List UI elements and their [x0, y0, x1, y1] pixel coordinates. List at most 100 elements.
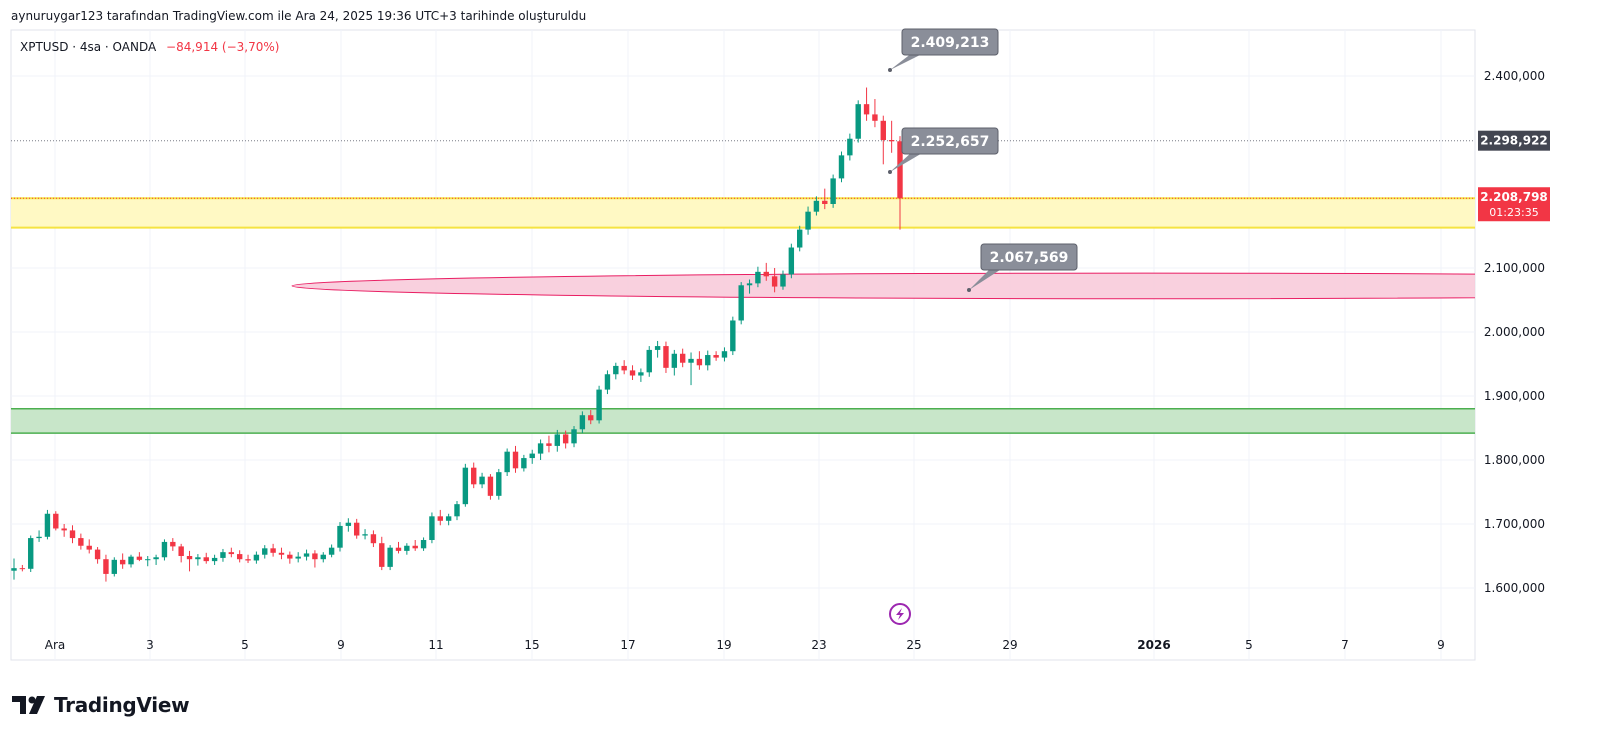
candle-body: [888, 140, 895, 142]
candle-body: [220, 552, 226, 558]
x-tick-label: 5: [241, 638, 249, 652]
candle-body: [746, 283, 753, 286]
candle-body: [36, 536, 42, 539]
x-tick-label: 19: [716, 638, 731, 652]
candle-body: [537, 443, 544, 454]
candle-body: [763, 271, 769, 277]
candle-body: [345, 522, 352, 526]
price-axis[interactable]: 2.400,000 2.100,000 2.000,000 1.900,000 1.80…: [1484, 69, 1545, 595]
candle-body: [897, 141, 903, 199]
callout-label: 2.067,569: [990, 250, 1069, 266]
legend-symbol: XPTUSD · 4sa · OANDA: [20, 40, 157, 54]
candle-body: [278, 552, 285, 555]
candle-body: [253, 554, 260, 561]
candle-body: [671, 353, 678, 368]
candle-body: [178, 546, 184, 556]
green-zone: [11, 408, 1475, 434]
x-tick-label: 7: [1341, 638, 1349, 652]
candle-body: [153, 557, 159, 560]
candle-body: [546, 443, 552, 446]
candle-body: [445, 516, 452, 521]
candle-body: [471, 467, 477, 485]
callout-label: 2.252,657: [911, 134, 990, 150]
candle-body: [103, 559, 109, 574]
candle-body: [596, 389, 602, 421]
candle-body: [805, 211, 811, 230]
candle-body: [136, 556, 143, 560]
candle-body: [721, 351, 728, 358]
price-callouts[interactable]: 2.409,213 2.252,657 2.067,569: [888, 28, 1078, 292]
candle-body: [788, 247, 795, 275]
candle-body: [663, 346, 669, 368]
candle-body: [28, 538, 34, 569]
candle-body: [19, 568, 26, 570]
yellow-zone: [11, 198, 1475, 228]
candle-body: [529, 453, 535, 459]
candle-body: [813, 200, 820, 212]
callout-anchor: [888, 68, 892, 72]
legend-change: −84,914 (−3,70%): [166, 40, 279, 54]
candle-body: [771, 276, 778, 287]
candle-body: [203, 557, 209, 562]
candle-body: [571, 429, 577, 444]
candle-body: [796, 229, 803, 248]
x-tick-label: 11: [428, 638, 443, 652]
x-tick-label: 5: [1245, 638, 1253, 652]
candle-body: [379, 543, 385, 567]
candle-body: [621, 365, 627, 371]
candle-body: [303, 553, 310, 557]
candle-body: [328, 547, 335, 555]
candle-body: [847, 138, 853, 156]
candle-body: [512, 451, 519, 469]
candle-body: [337, 525, 343, 548]
price-callout[interactable]: 2.067,569: [967, 243, 1078, 292]
drawing-zones: [11, 197, 1475, 434]
y-tick-label: 2.100,000: [1484, 261, 1545, 275]
price-callout[interactable]: 2.252,657: [888, 127, 999, 174]
candle-body: [629, 370, 636, 376]
candle-body: [755, 271, 761, 284]
candle-body: [705, 355, 711, 366]
x-tick-label: 25: [906, 638, 921, 652]
candle-body: [420, 540, 427, 549]
candle-body: [262, 548, 268, 555]
countdown-label: 01:23:35: [1489, 206, 1538, 219]
candle-body: [11, 568, 17, 571]
candle-body: [312, 553, 318, 560]
candle-body: [245, 559, 251, 561]
candle-body: [295, 556, 301, 559]
candle-body: [863, 104, 870, 115]
current-price-label: 2.208,798: [1480, 190, 1548, 204]
callout-box: [901, 127, 999, 155]
candle-body: [738, 285, 744, 321]
callout-pointer: [890, 53, 924, 70]
candle-body: [872, 114, 878, 121]
candle-body: [353, 522, 360, 536]
y-tick-label: 2.400,000: [1484, 69, 1545, 83]
x-tick-label: 2026: [1137, 638, 1170, 652]
lightning-icon[interactable]: [889, 603, 911, 625]
candle-body: [370, 534, 377, 544]
candle-body: [855, 104, 861, 139]
y-tick-label: 1.800,000: [1484, 453, 1545, 467]
candle-body: [69, 530, 76, 539]
candle-body: [395, 547, 402, 551]
tradingview-logo[interactable]: TradingView: [12, 693, 190, 717]
price-callout[interactable]: 2.409,213: [888, 28, 999, 72]
x-tick-label: 9: [337, 638, 345, 652]
candle-body: [287, 554, 293, 559]
callout-anchor: [888, 170, 892, 174]
candle-body: [562, 434, 569, 444]
price-badges: 2.298,922 2.208,798 01:23:35: [1478, 130, 1550, 222]
current-price-badge: [1478, 187, 1550, 222]
callout-label: 2.409,213: [911, 35, 990, 51]
time-axis[interactable]: Ara 3 5 9 11 15 17 19 23 25 29 2026 5 7 9: [45, 638, 1445, 652]
candle-body: [830, 178, 836, 204]
candle-body: [646, 349, 652, 373]
pink-ellipse-zone: [291, 272, 1475, 300]
candle-body: [186, 556, 193, 560]
candle-body: [44, 513, 51, 537]
candle-body: [880, 120, 886, 140]
candle-body: [195, 557, 201, 560]
